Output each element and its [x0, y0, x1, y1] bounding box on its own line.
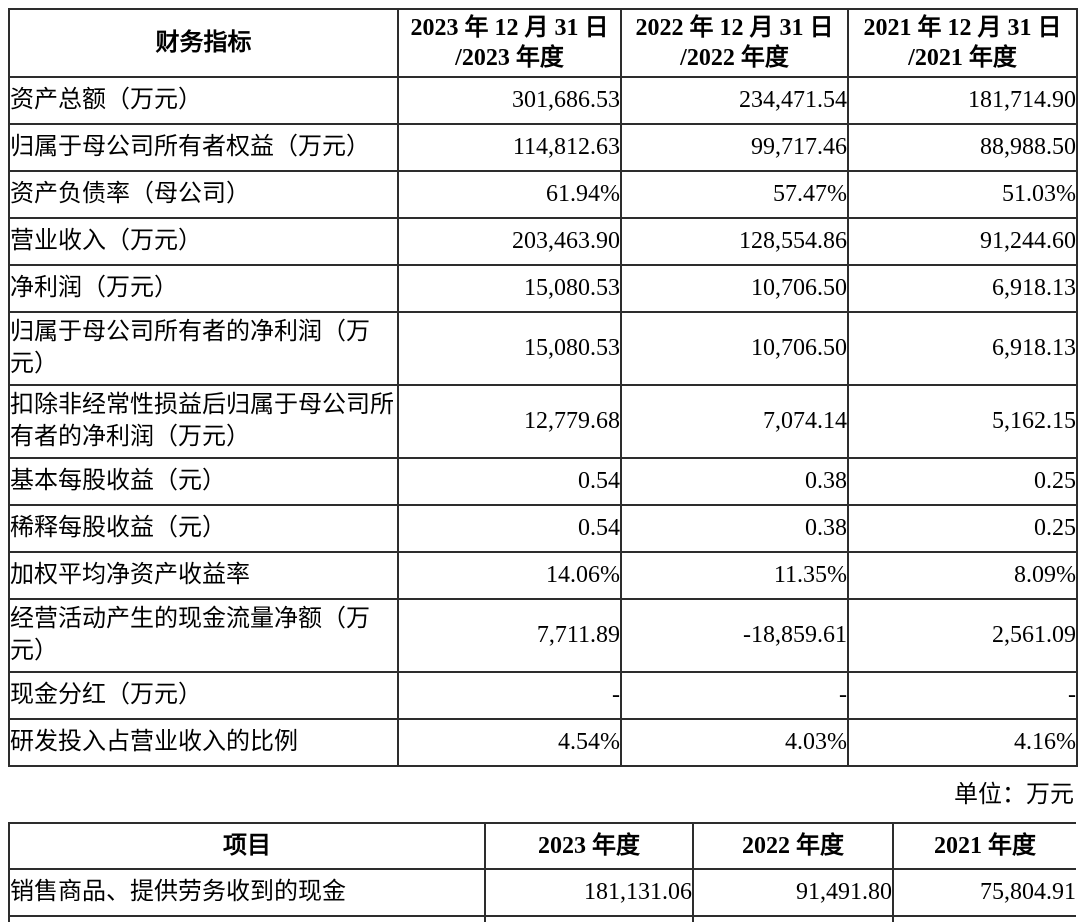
column-header-2022: 2022 年 12 月 31 日 /2022 年度 — [620, 8, 849, 78]
row-label: 加权平均净资产收益率 — [8, 551, 399, 600]
row-label: 归属于母公司所有者权益（万元） — [8, 123, 399, 172]
cell-value: 6,918.13 — [847, 264, 1078, 313]
cell-value: 203,463.90 — [397, 217, 622, 266]
cell-value — [484, 915, 694, 922]
cell-value: 6,918.13 — [847, 311, 1078, 386]
cell-value: 51.03% — [847, 170, 1078, 219]
column-header-item: 项目 — [8, 822, 486, 870]
row-label — [8, 915, 486, 922]
cell-value — [892, 915, 1076, 922]
cell-value: 4.54% — [397, 718, 622, 767]
cell-value: 181,131.06 — [484, 868, 694, 917]
cell-value: 0.38 — [620, 457, 849, 506]
table-row: 资产总额（万元） 301,686.53 234,471.54 181,714.9… — [8, 76, 1078, 125]
row-label: 扣除非经常性损益后归属于母公司所有者的净利润（万元） — [8, 384, 399, 459]
table-row: 营业收入（万元） 203,463.90 128,554.86 91,244.60 — [8, 217, 1078, 266]
cell-value: 4.03% — [620, 718, 849, 767]
unit-note: 单位：万元 — [954, 782, 1074, 808]
row-label: 净利润（万元） — [8, 264, 399, 313]
column-header-2023: 2023 年度 — [484, 822, 694, 870]
table-row: 扣除非经常性损益后归属于母公司所有者的净利润（万元） 12,779.68 7,0… — [8, 384, 1078, 459]
financial-indicators-table: 财务指标 2023 年 12 月 31 日 /2023 年度 2022 年 12… — [8, 8, 1078, 767]
table-row: 归属于母公司所有者的净利润（万元） 15,080.53 10,706.50 6,… — [8, 311, 1078, 386]
cell-value: 12,779.68 — [397, 384, 622, 459]
cell-value: 8.09% — [847, 551, 1078, 600]
cell-value: 7,711.89 — [397, 598, 622, 673]
cell-value: -18,859.61 — [620, 598, 849, 673]
row-label: 营业收入（万元） — [8, 217, 399, 266]
cell-value: - — [847, 671, 1078, 720]
table-row: 经营活动产生的现金流量净额（万元） 7,711.89 -18,859.61 2,… — [8, 598, 1078, 673]
cash-flow-table-clip: 项目 2023 年度 2022 年度 2021 年度 销售商品、提供劳务收到的现… — [8, 822, 1076, 922]
row-label: 销售商品、提供劳务收到的现金 — [8, 868, 486, 917]
table-row: 稀释每股收益（元） 0.54 0.38 0.25 — [8, 504, 1078, 553]
table-row: 归属于母公司所有者权益（万元） 114,812.63 99,717.46 88,… — [8, 123, 1078, 172]
cell-value: - — [620, 671, 849, 720]
column-header-2023-line1: 2023 年 12 月 31 日 — [410, 15, 609, 41]
cell-value: 15,080.53 — [397, 311, 622, 386]
table-row: 净利润（万元） 15,080.53 10,706.50 6,918.13 — [8, 264, 1078, 313]
table-row: 基本每股收益（元） 0.54 0.38 0.25 — [8, 457, 1078, 506]
column-header-2022-line2: /2022 年度 — [680, 45, 789, 71]
table-row-partial — [8, 915, 1076, 922]
cell-value: 99,717.46 — [620, 123, 849, 172]
cell-value: 128,554.86 — [620, 217, 849, 266]
row-label: 基本每股收益（元） — [8, 457, 399, 506]
row-label: 现金分红（万元） — [8, 671, 399, 720]
cell-value: 114,812.63 — [397, 123, 622, 172]
table-row: 资产负债率（母公司） 61.94% 57.47% 51.03% — [8, 170, 1078, 219]
cell-value: 181,714.90 — [847, 76, 1078, 125]
table-row: 加权平均净资产收益率 14.06% 11.35% 8.09% — [8, 551, 1078, 600]
table-row: 研发投入占营业收入的比例 4.54% 4.03% 4.16% — [8, 718, 1078, 767]
cell-value: 91,244.60 — [847, 217, 1078, 266]
cell-value: 7,074.14 — [620, 384, 849, 459]
cell-value: 61.94% — [397, 170, 622, 219]
table-row: 现金分红（万元） - - - — [8, 671, 1078, 720]
column-header-2022: 2022 年度 — [692, 822, 894, 870]
column-header-2023-line2: /2023 年度 — [455, 45, 564, 71]
cell-value: 75,804.91 — [892, 868, 1076, 917]
cell-value: 301,686.53 — [397, 76, 622, 125]
table-header-row: 项目 2023 年度 2022 年度 2021 年度 — [8, 822, 1076, 870]
cell-value: 2,561.09 — [847, 598, 1078, 673]
cell-value — [692, 915, 894, 922]
cell-value: 0.25 — [847, 457, 1078, 506]
cell-value: 10,706.50 — [620, 264, 849, 313]
cell-value: 88,988.50 — [847, 123, 1078, 172]
column-header-2021: 2021 年度 — [892, 822, 1076, 870]
cell-value: 10,706.50 — [620, 311, 849, 386]
cell-value: - — [397, 671, 622, 720]
column-header-2023: 2023 年 12 月 31 日 /2023 年度 — [397, 8, 622, 78]
cash-flow-items-table: 项目 2023 年度 2022 年度 2021 年度 销售商品、提供劳务收到的现… — [8, 822, 1076, 922]
column-header-2022-line1: 2022 年 12 月 31 日 — [635, 15, 834, 41]
row-label: 资产负债率（母公司） — [8, 170, 399, 219]
cell-value: 14.06% — [397, 551, 622, 600]
cell-value: 0.38 — [620, 504, 849, 553]
cell-value: 4.16% — [847, 718, 1078, 767]
cell-value: 11.35% — [620, 551, 849, 600]
cell-value: 5,162.15 — [847, 384, 1078, 459]
cell-value: 15,080.53 — [397, 264, 622, 313]
column-header-2021-line1: 2021 年 12 月 31 日 — [863, 15, 1062, 41]
row-label: 归属于母公司所有者的净利润（万元） — [8, 311, 399, 386]
cell-value: 57.47% — [620, 170, 849, 219]
column-header-2021: 2021 年 12 月 31 日 /2021 年度 — [847, 8, 1078, 78]
cell-value: 91,491.80 — [692, 868, 894, 917]
table-row: 销售商品、提供劳务收到的现金 181,131.06 91,491.80 75,8… — [8, 868, 1076, 917]
row-label: 资产总额（万元） — [8, 76, 399, 125]
row-label: 经营活动产生的现金流量净额（万元） — [8, 598, 399, 673]
row-label: 稀释每股收益（元） — [8, 504, 399, 553]
column-header-2021-line2: /2021 年度 — [908, 45, 1017, 71]
cell-value: 0.54 — [397, 457, 622, 506]
column-header-indicator: 财务指标 — [8, 8, 399, 78]
cell-value: 0.54 — [397, 504, 622, 553]
cell-value: 0.25 — [847, 504, 1078, 553]
cell-value: 234,471.54 — [620, 76, 849, 125]
row-label: 研发投入占营业收入的比例 — [8, 718, 399, 767]
table-header-row: 财务指标 2023 年 12 月 31 日 /2023 年度 2022 年 12… — [8, 8, 1078, 78]
